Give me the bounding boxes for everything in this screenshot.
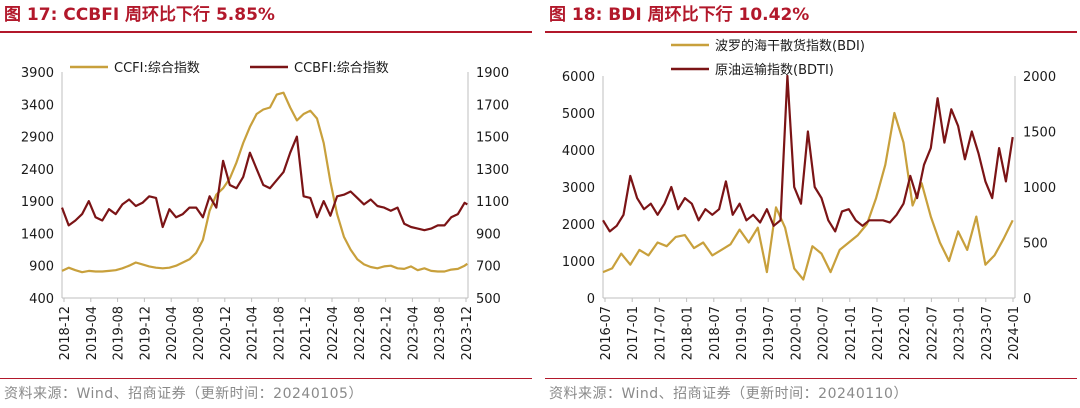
x-tick-label: 2022-07: [925, 306, 940, 360]
x-tick-label: 2021-01: [844, 306, 859, 360]
x-tick-label: 2023-07: [980, 306, 995, 360]
y-left-tick-label: 3900: [21, 66, 54, 81]
x-tick-label: 2023-12: [460, 306, 475, 360]
y-right-tick-label: 1900: [476, 66, 509, 81]
x-tick-label: 2020-04: [165, 306, 180, 360]
x-tick-label: 2021-08: [272, 306, 287, 360]
y-right-tick-label: 1500: [476, 131, 509, 146]
series-line-1: [602, 111, 1014, 281]
x-tick-label: 2022-01: [898, 306, 913, 360]
source-divider: [545, 378, 1077, 379]
x-tick-label: 2021-07: [871, 306, 886, 360]
series-line-2: [60, 135, 468, 232]
x-tick-label: 2017-07: [653, 306, 668, 360]
title-divider: [0, 31, 532, 33]
chart-title: 图 18: BDI 周环比下行 10.42%: [549, 5, 810, 25]
x-tick-label: 2019-01: [735, 306, 750, 360]
y-right-tick-label: 900: [476, 227, 501, 242]
y-left-tick-label: 3000: [562, 181, 595, 196]
y-right-tick-label: 500: [1023, 237, 1048, 252]
y-left-tick-label: 2000: [562, 218, 595, 233]
x-tick-label: 2020-01: [789, 306, 804, 360]
legend-label: CCFI:综合指数: [114, 61, 200, 76]
x-tick-label: 2019-04: [85, 306, 100, 360]
x-tick-label: 2020-12: [219, 306, 234, 360]
y-right-tick-label: 500: [476, 292, 501, 307]
y-left-tick-label: 4000: [562, 144, 595, 159]
y-right-tick-label: 1700: [476, 98, 509, 113]
series-line-2: [602, 74, 1014, 233]
x-tick-label: 2022-08: [353, 306, 368, 360]
y-left-tick-label: 3400: [21, 98, 54, 113]
x-tick-label: 2021-04: [246, 306, 261, 360]
ccbfi-line-chart: 400 900 1400 1900 2400 2900 3400 3900 500 700 900 1…: [21, 61, 509, 360]
x-tick-label: 2017-01: [626, 306, 641, 360]
x-tick-label: 2022-12: [380, 306, 395, 360]
y-right-tick-label: 2000: [1023, 70, 1056, 85]
y-left-tick-label: 2900: [21, 131, 54, 146]
x-tick-label: 2022-04: [326, 306, 341, 360]
y-left-tick-label: 1000: [562, 255, 595, 270]
x-tick-label: 2019-07: [762, 306, 777, 360]
chart-panel-bdi: 图 18: BDI 周环比下行 10.42% 0 1000 2000 3000 4000…: [545, 0, 1077, 408]
x-tick-label: 2016-07: [599, 306, 614, 360]
y-right-tick-label: 700: [476, 260, 501, 275]
y-left-tick-label: 5000: [562, 107, 595, 122]
y-right-tick-label: 1100: [476, 195, 509, 210]
x-tick-label: 2024-01: [1007, 306, 1022, 360]
legend-label: 波罗的海干散货指数(BDI): [715, 38, 865, 54]
y-right-tick-label: 1000: [1023, 181, 1056, 196]
x-tick-label: 2023-04: [406, 306, 421, 360]
y-left-tick-label: 6000: [562, 70, 595, 85]
legend-label: 原油运输指数(BDTI): [715, 62, 834, 78]
source-note: 资料来源：Wind、招商证券（更新时间：20240110）: [549, 386, 908, 402]
y-left-tick-label: 900: [29, 260, 54, 275]
y-left-tick-label: 1900: [21, 195, 54, 210]
chart-title: 图 17: CCBFI 周环比下行 5.85%: [4, 5, 275, 25]
source-note: 资料来源：Wind、招商证券（更新时间：20240105）: [4, 386, 363, 402]
y-left-tick-label: 1400: [21, 227, 54, 242]
y-right-tick-label: 1300: [476, 163, 509, 178]
y-right-tick-label: 0: [1023, 292, 1031, 307]
series-line-1: [61, 91, 468, 274]
title-divider: [545, 31, 1077, 33]
x-tick-label: 2019-08: [112, 306, 127, 360]
chart-panel-ccbfi: 图 17: CCBFI 周环比下行 5.85% 400 900 1400 1900 24…: [0, 0, 532, 408]
x-tick-label: 2023-01: [953, 306, 968, 360]
x-tick-label: 2019-12: [138, 306, 153, 360]
legend-label: CCBFI:综合指数: [294, 61, 389, 76]
x-tick-label: 2021-12: [299, 306, 314, 360]
x-tick-label: 2020-07: [817, 306, 832, 360]
y-left-tick-label: 0: [587, 292, 595, 307]
y-left-tick-label: 400: [29, 292, 54, 307]
source-divider: [0, 378, 532, 379]
y-right-tick-label: 1500: [1023, 126, 1056, 141]
x-tick-label: 2018-01: [681, 306, 696, 360]
x-tick-label: 2023-08: [433, 306, 448, 360]
x-tick-label: 2020-08: [192, 306, 207, 360]
bdi-line-chart: 0 1000 2000 3000 4000 5000 6000 0 500 1000 1500 200…: [562, 38, 1056, 360]
x-tick-label: 2018-12: [58, 306, 73, 360]
x-tick-label: 2018-07: [708, 306, 723, 360]
y-left-tick-label: 2400: [21, 163, 54, 178]
